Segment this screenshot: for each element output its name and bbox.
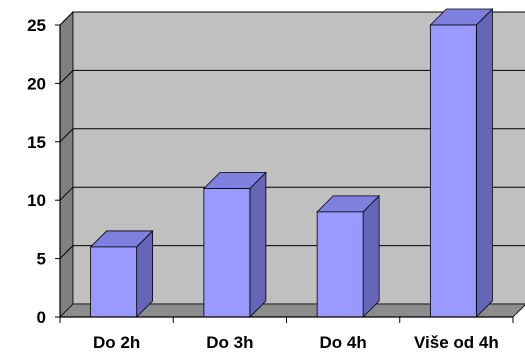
bar-side bbox=[249, 171, 267, 318]
y-tick-label: 10 bbox=[27, 191, 46, 210]
bar bbox=[202, 171, 267, 318]
x-axis-labels: Do 2h Do 3h Do 4h Više od 4h bbox=[59, 317, 514, 352]
x-category-label: Do 4h bbox=[320, 333, 367, 352]
bar-side bbox=[475, 8, 493, 318]
y-axis-ticks: 0 5 10 15 20 25 bbox=[27, 16, 60, 327]
side-wall bbox=[59, 11, 74, 318]
bar bbox=[316, 194, 381, 318]
bar-front bbox=[203, 188, 251, 318]
x-category-label: Do 3h bbox=[206, 333, 253, 352]
bar-side bbox=[362, 194, 380, 318]
bar-front bbox=[429, 24, 477, 318]
y-tick-label: 20 bbox=[27, 74, 46, 93]
y-tick-label: 15 bbox=[27, 133, 46, 152]
x-category-label: Do 2h bbox=[93, 333, 140, 352]
gridline bbox=[59, 11, 525, 26]
gridline bbox=[59, 128, 525, 143]
y-tick-label: 25 bbox=[27, 16, 46, 35]
y-tick-label: 5 bbox=[37, 250, 46, 269]
bar bbox=[89, 229, 154, 318]
gridline bbox=[59, 186, 525, 201]
bar-front bbox=[316, 211, 364, 318]
gridline bbox=[59, 69, 525, 84]
bar bbox=[429, 8, 494, 318]
bars bbox=[89, 8, 494, 318]
bar-front bbox=[90, 246, 138, 318]
x-category-label: Više od 4h bbox=[414, 333, 499, 352]
y-tick-label: 0 bbox=[37, 308, 46, 327]
